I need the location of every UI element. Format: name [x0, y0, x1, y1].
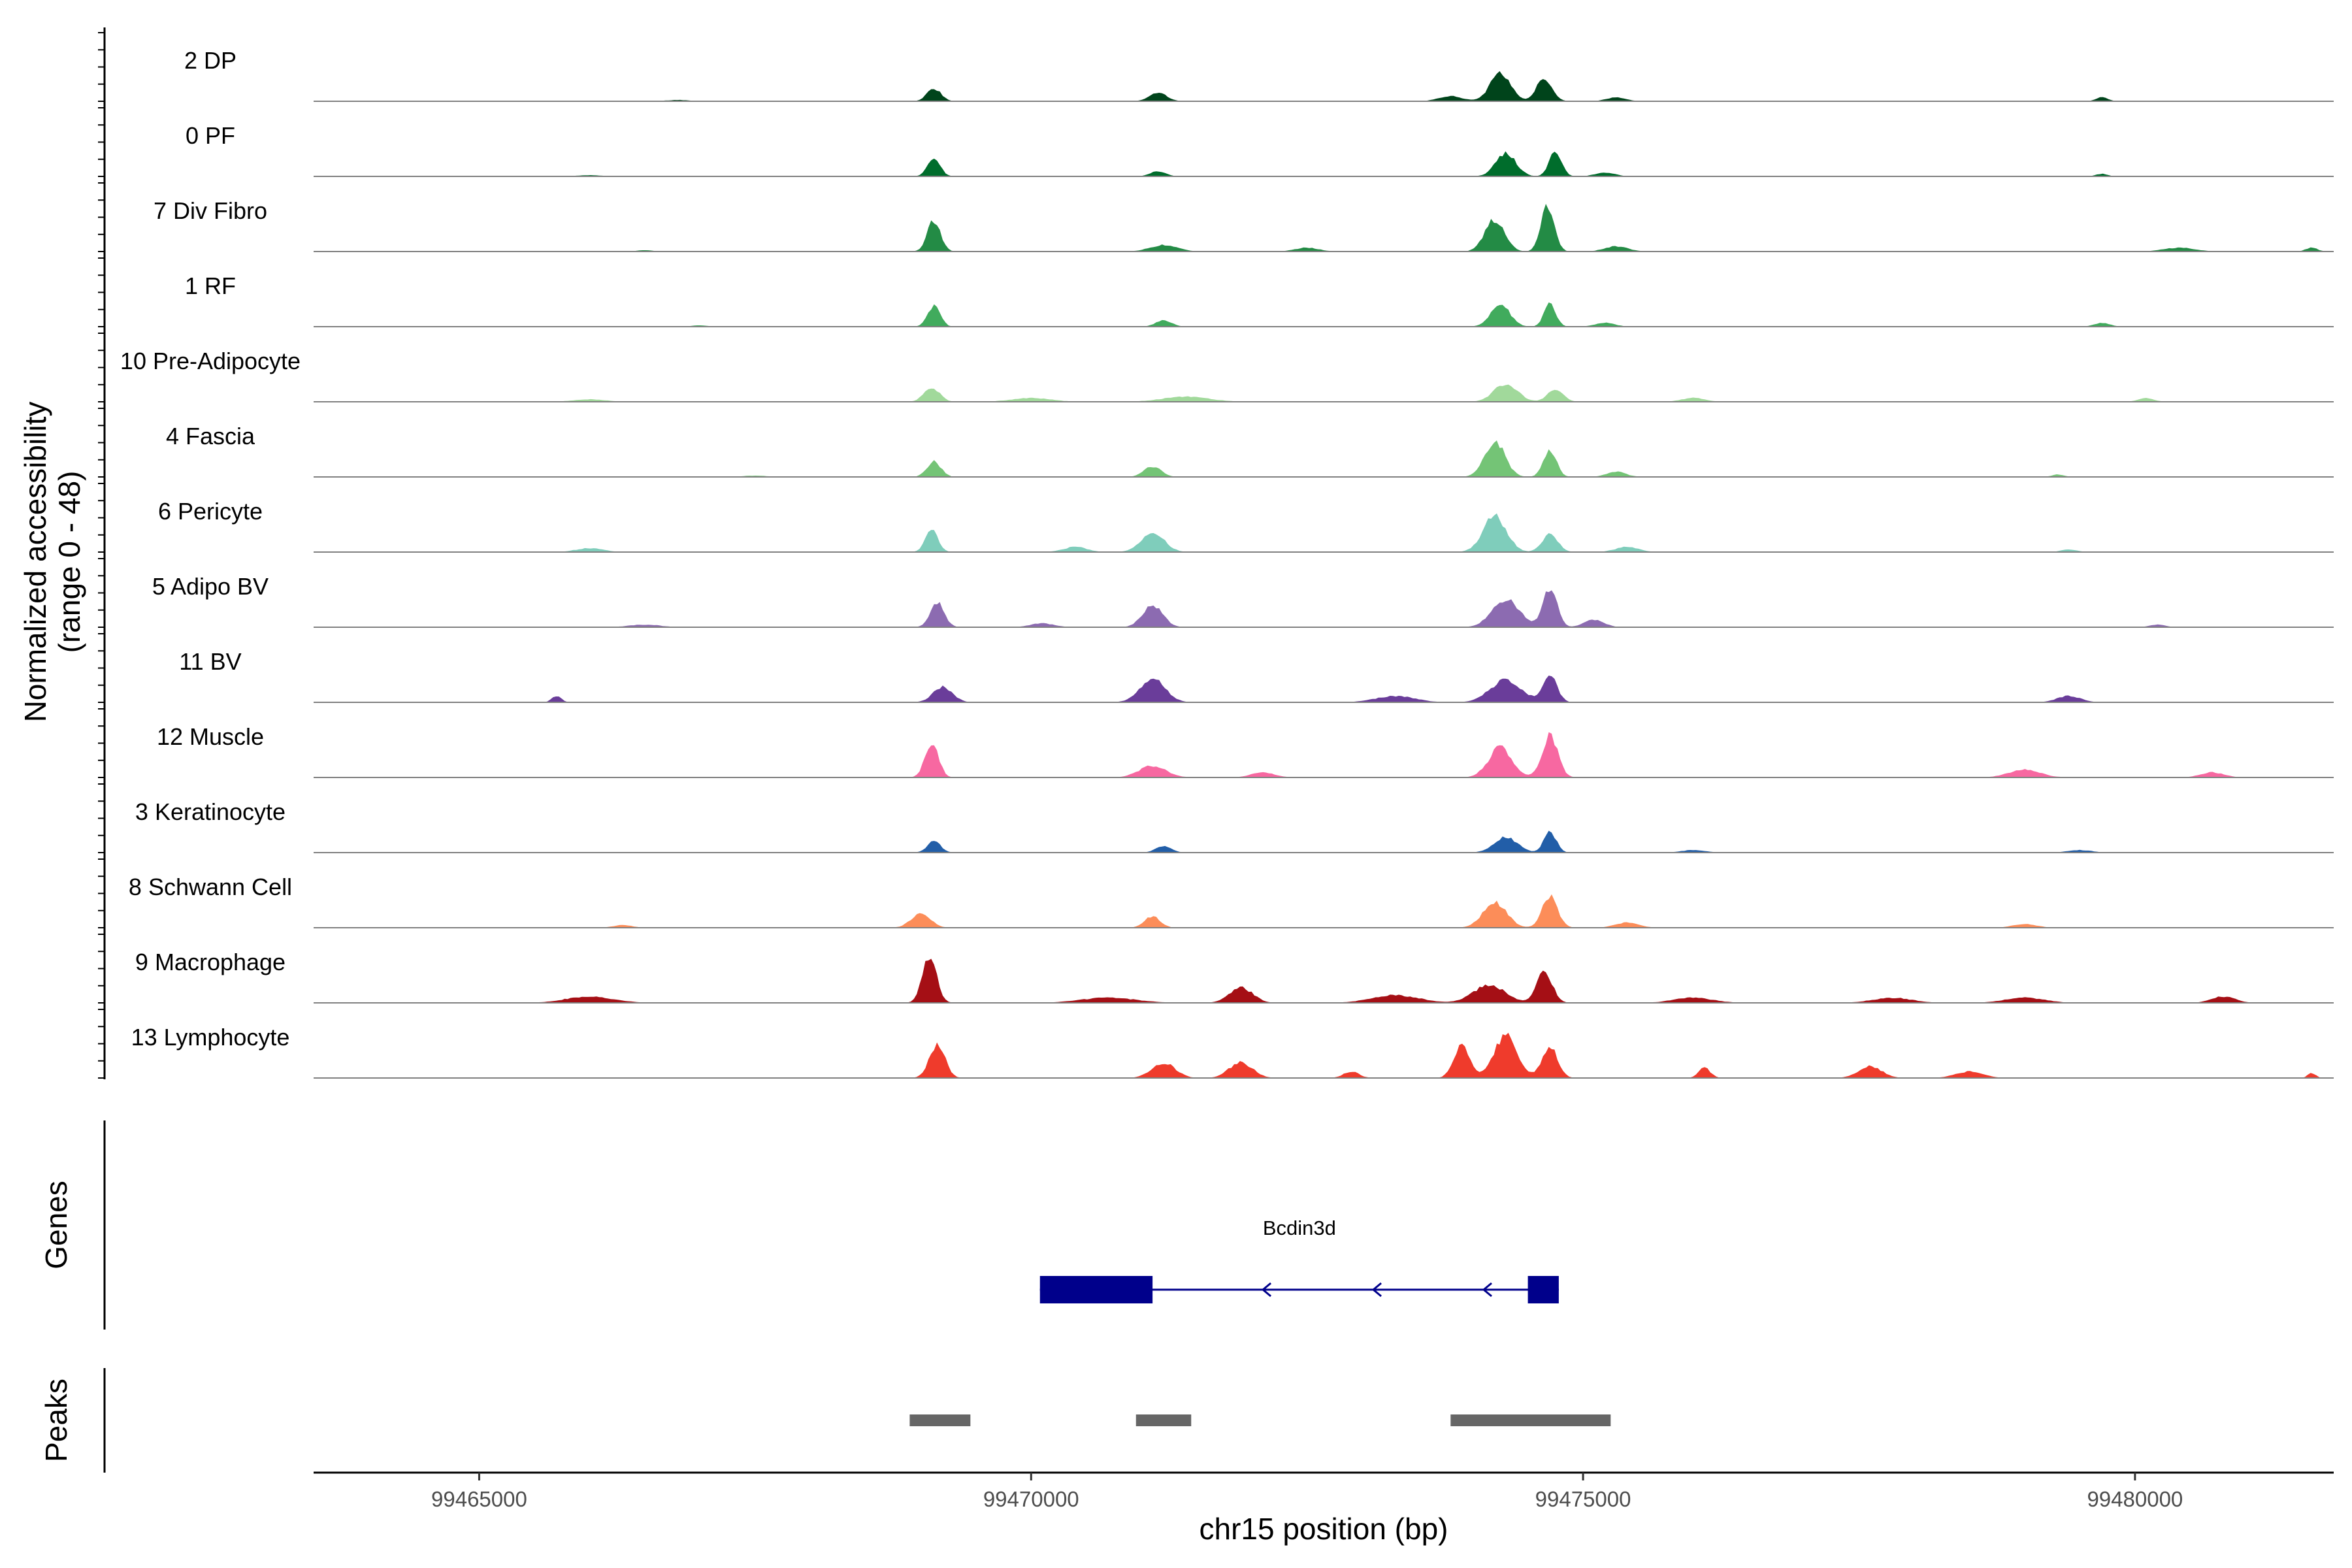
track-10-pre-adipocyte: [314, 384, 2334, 402]
peak-bars: [909, 1414, 1611, 1426]
coverage-area-5-adipo-bv: [314, 590, 2334, 627]
x-tick-label: 99480000: [2087, 1487, 2183, 1511]
peak-bar: [1135, 1414, 1192, 1426]
track-2-dp: [314, 71, 2334, 102]
coverage-area-12-muscle: [314, 732, 2334, 777]
track-11-bv: [314, 676, 2334, 703]
track-label-5-adipo-bv: 5 Adipo BV: [152, 573, 269, 600]
gene-models: Bcdin3d: [1039, 1217, 1559, 1303]
track-7-div-fibro: [314, 204, 2334, 252]
y-axis-title: Normalized accessibility: [18, 402, 52, 723]
strand-arrow-icon: [1261, 1282, 1272, 1298]
track-label-11-bv: 11 BV: [179, 648, 241, 675]
gene-exon: [1039, 1276, 1153, 1303]
track-label-1-rf: 1 RF: [185, 272, 236, 299]
gene-bcdin3d: Bcdin3d: [1039, 1217, 1559, 1303]
peaks-track-title: Peaks: [39, 1379, 73, 1462]
track-9-macrophage: [314, 958, 2334, 1004]
x-tick-label: 99465000: [431, 1487, 527, 1511]
gene-name-label: Bcdin3d: [1263, 1217, 1336, 1239]
track-13-lymphocyte: [314, 1032, 2334, 1079]
track-label-10-pre-adipocyte: 10 Pre-Adipocyte: [120, 348, 301, 374]
coverage-y-ticks: [98, 32, 105, 1079]
track-3-keratinocyte: [314, 830, 2334, 853]
track-labels: 2 DP 0 PF 7 Div Fibro 1 RF 10 Pre-Adipocyte 4…: [120, 47, 301, 1051]
x-axis-ticks: 99465000 99470000 99475000 99480000: [431, 1473, 2183, 1511]
track-label-2-dp: 2 DP: [184, 47, 237, 74]
y-axis-title-group: Normalized accessibility (range 0 - 48): [18, 402, 86, 723]
y-axis-range: (range 0 - 48): [52, 471, 86, 653]
track-label-13-lymphocyte: 13 Lymphocyte: [131, 1024, 290, 1051]
track-4-fascia: [314, 440, 2334, 478]
coverage-area-10-pre-adipocyte: [314, 384, 2334, 402]
peak-bar: [1450, 1414, 1611, 1426]
track-label-6-pericyte: 6 Pericyte: [158, 498, 263, 525]
x-axis: 99465000 99470000 99475000 99480000 chr15 p…: [314, 1471, 2334, 1546]
track-1-rf: [314, 302, 2334, 327]
coverage-area-8-schwann-cell: [314, 894, 2334, 928]
track-12-muscle: [314, 732, 2334, 778]
coverage-area-6-pericyte: [314, 513, 2334, 552]
strand-arrow-icon: [1371, 1282, 1382, 1298]
track-label-9-macrophage: 9 Macrophage: [135, 949, 286, 975]
coverage-area-1-rf: [314, 302, 2334, 327]
track-6-pericyte: [314, 513, 2334, 553]
peaks-track: Peaks: [39, 1368, 1611, 1473]
x-tick-label: 99475000: [1535, 1487, 1631, 1511]
gene-track: Genes Bcdin3d: [39, 1120, 1559, 1330]
track-label-3-keratinocyte: 3 Keratinocyte: [135, 798, 286, 825]
track-label-4-fascia: 4 Fascia: [166, 423, 255, 449]
coverage-area-9-macrophage: [314, 958, 2334, 1003]
track-0-pf: [314, 151, 2334, 177]
coverage-area-2-dp: [314, 71, 2334, 101]
coverage-tracks: [314, 71, 2334, 1079]
coverage-area-7-div-fibro: [314, 204, 2334, 252]
track-label-7-div-fibro: 7 Div Fibro: [154, 197, 267, 224]
gene-track-title: Genes: [39, 1181, 73, 1269]
coverage-y-axis: [98, 27, 106, 1079]
track-label-0-pf: 0 PF: [186, 122, 235, 149]
coverage-area-3-keratinocyte: [314, 830, 2334, 853]
x-axis-title: chr15 position (bp): [1200, 1512, 1448, 1546]
coverage-area-11-bv: [314, 676, 2334, 702]
track-label-12-muscle: 12 Muscle: [157, 723, 264, 750]
coverage-area-4-fascia: [314, 440, 2334, 477]
track-label-8-schwann-cell: 8 Schwann Cell: [129, 874, 292, 900]
track-8-schwann-cell: [314, 894, 2334, 928]
coverage-area-0-pf: [314, 151, 2334, 176]
gene-exon: [1527, 1276, 1559, 1303]
peak-bar: [909, 1414, 971, 1426]
x-tick-label: 99470000: [983, 1487, 1079, 1511]
coverage-area-13-lymphocyte: [314, 1032, 2334, 1078]
track-5-adipo-bv: [314, 590, 2334, 628]
strand-arrow-icon: [1482, 1282, 1492, 1298]
